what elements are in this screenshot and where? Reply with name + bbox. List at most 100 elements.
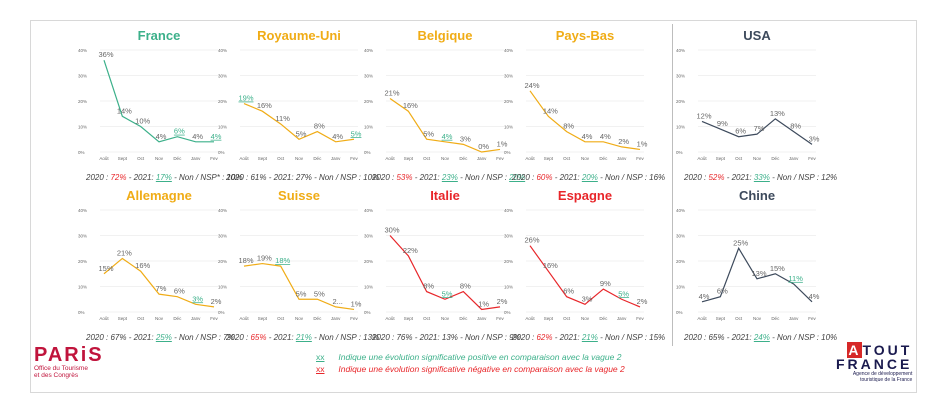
data-label: 4% <box>332 132 343 141</box>
x-tick-label: Sept <box>118 156 128 161</box>
x-tick-label: Nov <box>441 316 450 321</box>
data-label: 16% <box>135 261 150 270</box>
y-tick-label: 30% <box>78 74 87 79</box>
footnote-segment: - 2021: <box>266 333 296 342</box>
chart-chine: Chine 0% 10% 20% 30% 40% Août Sept Oct Nov Déc Janv… <box>676 188 820 321</box>
data-label: 5% <box>351 129 362 138</box>
chart-italie: Italie 0% 10% 20% 30% 40% Août Sept Oct Nov Déc Jan… <box>364 188 508 321</box>
series-line <box>529 245 641 308</box>
data-label: 8% <box>460 282 471 291</box>
data-label: 1% <box>351 299 362 308</box>
atout-logo-line3: Agence de développement <box>852 371 913 377</box>
atout-logo-line1: ATOUT <box>836 342 913 358</box>
slide-frame <box>30 20 917 393</box>
data-label: 3% <box>192 294 203 303</box>
x-tick-label: Août <box>239 156 249 161</box>
legend-positive-text: Indique une évolution significative posi… <box>338 352 622 362</box>
atout-france-logo: ATOUT FRANCE Agence de développement tou… <box>836 342 913 383</box>
data-label: 19% <box>238 94 253 103</box>
chart-footnote: 2020 : 67% - 2021: 25% - Non / NSP : 7% <box>86 333 235 342</box>
data-label: 14% <box>117 106 132 115</box>
y-tick-label: 10% <box>78 125 87 130</box>
data-label: 12% <box>696 111 711 120</box>
chart-footnote: 2020 : 62% - 2021: 21% - Non / NSP : 15% <box>512 333 665 342</box>
data-label: 2% <box>637 297 648 306</box>
footnote-segment: 2020 : <box>512 173 537 182</box>
x-tick-label: Nov <box>441 156 450 161</box>
y-tick-label: 20% <box>218 259 227 264</box>
x-tick-label: Nov <box>295 316 304 321</box>
chart-footnote: 2020 : 65% - 2021: 24% - Non / NSP : 10% <box>684 333 837 342</box>
x-tick-label: Août <box>385 156 395 161</box>
y-tick-label: 0% <box>364 150 371 155</box>
data-label: 25% <box>733 238 748 247</box>
data-label: 13% <box>770 109 785 118</box>
series-line <box>701 118 813 145</box>
series-line <box>243 102 355 143</box>
x-tick-label: Janv <box>191 316 201 321</box>
x-tick-label: Oct <box>137 156 145 161</box>
series-line <box>103 257 215 308</box>
x-tick-label: Août <box>697 316 707 321</box>
x-tick-label: Fev <box>808 316 816 321</box>
y-tick-label: 10% <box>504 285 513 290</box>
x-tick-label: Fev <box>808 156 816 161</box>
data-label: 6% <box>717 287 728 296</box>
y-tick-label: 20% <box>676 259 685 264</box>
x-tick-label: Août <box>525 316 535 321</box>
chart-title: Pays-Bas <box>556 28 615 43</box>
chart-belgique: Belgique 0% 10% 20% 30% 40% Août Sept Oct Nov Déc J… <box>364 28 508 161</box>
x-tick-label: Août <box>385 316 395 321</box>
data-label: 11% <box>275 114 290 123</box>
footnote-segment: - Non / NSP : 10% <box>769 333 838 342</box>
data-label: 9% <box>600 279 611 288</box>
y-tick-label: 40% <box>218 48 227 53</box>
atout-logo-line4: touristique de la France <box>860 377 913 383</box>
data-label: 16% <box>403 101 418 110</box>
data-label: 19% <box>257 254 272 263</box>
data-label: 7% <box>156 284 167 293</box>
legend-negative: xx Indique une évolution significative n… <box>316 364 625 374</box>
chart-title: USA <box>743 28 771 43</box>
data-label: 3% <box>582 294 593 303</box>
footnote-segment: 25% <box>155 333 172 342</box>
data-label: 21% <box>384 88 399 97</box>
footnote-segment: 24% <box>753 333 770 342</box>
footnote-segment: 60% <box>536 173 553 182</box>
x-tick-label: Oct <box>137 316 145 321</box>
data-label: 6% <box>563 287 574 296</box>
legend-negative-text: Indique une évolution significative néga… <box>338 364 625 374</box>
y-tick-label: 0% <box>676 310 683 315</box>
y-tick-label: 30% <box>364 234 373 239</box>
x-tick-label: Nov <box>581 156 590 161</box>
footnote-segment: 33% <box>753 173 770 182</box>
atout-logo-tout: TOUT <box>862 342 913 358</box>
data-label: 6% <box>174 127 185 136</box>
chart-footnote: 2020 : 52% - 2021: 33% - Non / NSP : 12% <box>684 173 837 182</box>
chart-title: Royaume-Uni <box>257 28 341 43</box>
footnote-segment: 53% <box>396 173 413 182</box>
y-tick-label: 30% <box>218 234 227 239</box>
chart-espagne: Espagne 0% 10% 20% 30% 40% Août Sept Oct Nov Déc Ja… <box>504 188 648 321</box>
chart-suisse: Suisse 0% 10% 20% 30% 40% Août Sept Oct Nov Déc Jan… <box>218 188 362 321</box>
data-label: 5% <box>423 129 434 138</box>
y-tick-label: 30% <box>676 234 685 239</box>
chart-title: Suisse <box>278 188 320 203</box>
data-label: 8% <box>790 122 801 131</box>
y-tick-label: 30% <box>364 74 373 79</box>
y-tick-label: 30% <box>676 74 685 79</box>
x-tick-label: Sept <box>716 316 726 321</box>
y-tick-label: 40% <box>78 48 87 53</box>
footnote-segment: 21% <box>581 333 598 342</box>
y-tick-label: 10% <box>364 125 373 130</box>
x-tick-label: Sept <box>716 156 726 161</box>
data-label: 26% <box>524 236 539 245</box>
chart-royaume-uni: Royaume-Uni 0% 10% 20% 30% 40% Août Sept Oct Nov D… <box>218 28 362 161</box>
footnote-segment: - 2021: <box>724 173 754 182</box>
footnote-segment: - Non / NSP : 7% <box>171 333 235 342</box>
data-label: 4% <box>156 132 167 141</box>
x-tick-label: Déc <box>771 156 780 161</box>
data-label: 5% <box>296 129 307 138</box>
data-label: 4% <box>442 132 453 141</box>
y-tick-label: 20% <box>504 259 513 264</box>
